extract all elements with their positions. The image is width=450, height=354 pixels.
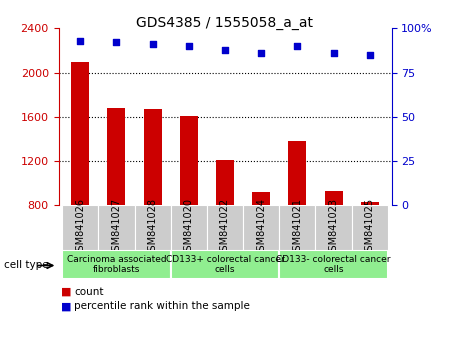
Bar (98, 205, 135, 250)
Point (257, 50, 265, 56)
Text: Carcinoma associated
fibroblasts: Carcinoma associated fibroblasts (67, 255, 166, 274)
Text: CD133+ colorectal cancer
cells: CD133+ colorectal cancer cells (166, 255, 284, 274)
Point (185, 43, 193, 49)
Text: ■: ■ (61, 287, 71, 297)
Bar (324, 191, 342, 205)
Point (76, 38, 84, 44)
Point (221, 47, 229, 52)
Point (113, 40, 120, 45)
Bar (62, 250, 171, 279)
Bar (108, 108, 126, 205)
Bar (144, 109, 162, 205)
Text: GSM841027: GSM841027 (112, 198, 122, 257)
Bar (207, 205, 243, 250)
Bar (252, 192, 270, 205)
Bar (171, 250, 279, 279)
Text: percentile rank within the sample: percentile rank within the sample (74, 301, 250, 311)
Bar (216, 160, 234, 205)
Text: GSM841028: GSM841028 (148, 198, 157, 257)
Bar (279, 250, 388, 279)
Bar (71, 62, 89, 205)
Point (294, 43, 301, 49)
Text: count: count (74, 287, 104, 297)
Point (330, 50, 337, 56)
Bar (171, 205, 207, 250)
Text: GSM841020: GSM841020 (184, 198, 194, 257)
Text: GSM841021: GSM841021 (292, 198, 302, 257)
Bar (180, 116, 198, 205)
Text: cell type: cell type (4, 260, 49, 270)
Bar (288, 141, 306, 205)
Text: CD133- colorectal cancer
cells: CD133- colorectal cancer cells (276, 255, 391, 274)
Text: GSM841022: GSM841022 (220, 198, 230, 257)
Point (149, 41, 156, 47)
Point (366, 52, 373, 58)
Text: GDS4385 / 1555058_a_at: GDS4385 / 1555058_a_at (136, 16, 314, 30)
Bar (135, 205, 171, 250)
Text: GSM841026: GSM841026 (75, 198, 85, 257)
Text: GSM841024: GSM841024 (256, 198, 266, 257)
Text: ■: ■ (61, 301, 71, 311)
Bar (315, 205, 352, 250)
Bar (352, 205, 388, 250)
Bar (243, 205, 279, 250)
Text: GSM841025: GSM841025 (365, 198, 375, 257)
Text: GSM841023: GSM841023 (328, 198, 338, 257)
Bar (279, 205, 315, 250)
Bar (62, 205, 98, 250)
Bar (361, 202, 379, 205)
